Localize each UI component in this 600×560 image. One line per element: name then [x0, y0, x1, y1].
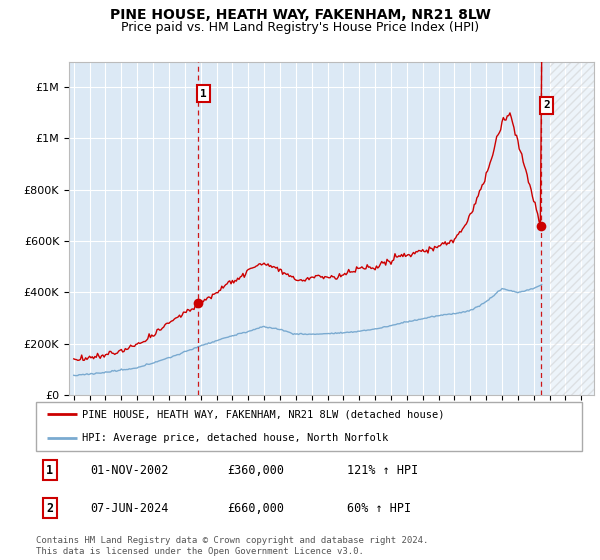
Bar [550, 62, 594, 395]
Text: PINE HOUSE, HEATH WAY, FAKENHAM, NR21 8LW (detached house): PINE HOUSE, HEATH WAY, FAKENHAM, NR21 8L… [82, 409, 445, 419]
Text: 07-JUN-2024: 07-JUN-2024 [91, 502, 169, 515]
Bar [550, 62, 594, 395]
Text: Contains HM Land Registry data © Crown copyright and database right 2024.
This d: Contains HM Land Registry data © Crown c… [36, 536, 428, 556]
Text: 2: 2 [46, 502, 53, 515]
Text: 1: 1 [200, 88, 207, 99]
Text: £360,000: £360,000 [227, 464, 284, 477]
Text: 121% ↑ HPI: 121% ↑ HPI [347, 464, 418, 477]
Text: £660,000: £660,000 [227, 502, 284, 515]
Text: PINE HOUSE, HEATH WAY, FAKENHAM, NR21 8LW: PINE HOUSE, HEATH WAY, FAKENHAM, NR21 8L… [110, 8, 490, 22]
Text: 1: 1 [46, 464, 53, 477]
Text: 2: 2 [543, 100, 550, 110]
Text: 60% ↑ HPI: 60% ↑ HPI [347, 502, 412, 515]
Text: HPI: Average price, detached house, North Norfolk: HPI: Average price, detached house, Nort… [82, 433, 389, 443]
Text: Price paid vs. HM Land Registry's House Price Index (HPI): Price paid vs. HM Land Registry's House … [121, 21, 479, 34]
Text: 01-NOV-2002: 01-NOV-2002 [91, 464, 169, 477]
